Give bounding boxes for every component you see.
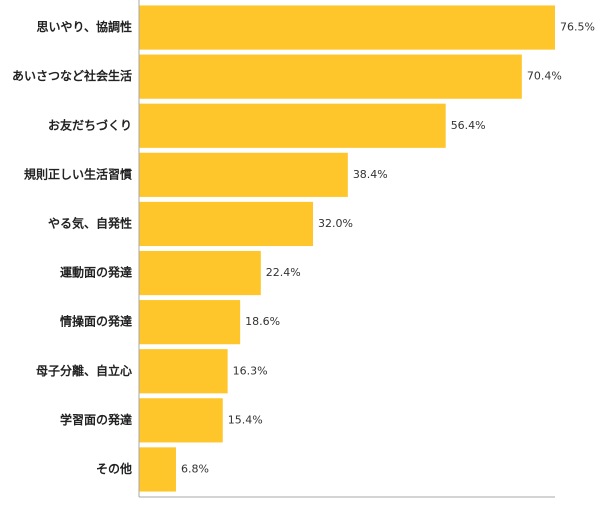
- bar: [139, 152, 348, 197]
- value-label: 56.4%: [451, 119, 486, 132]
- value-label: 76.5%: [560, 21, 595, 34]
- value-label: 18.6%: [245, 315, 280, 328]
- value-label: 70.4%: [527, 70, 562, 83]
- value-label: 32.0%: [318, 217, 353, 230]
- category-label: 情操面の発達: [60, 314, 132, 329]
- bar: [139, 250, 261, 296]
- bar: [139, 447, 176, 492]
- value-label: 6.8%: [181, 462, 209, 475]
- category-label: やる気、自発性: [48, 215, 132, 230]
- category-label: その他: [96, 461, 132, 476]
- bar: [139, 300, 241, 345]
- category-label: 規則正しい生活習慣: [24, 166, 132, 181]
- bar: [139, 201, 314, 247]
- value-label: 16.3%: [233, 364, 268, 377]
- value-label: 15.4%: [228, 413, 263, 426]
- category-label: 運動面の発達: [60, 265, 132, 280]
- bar: [139, 103, 446, 148]
- category-label: お友だちづくり: [48, 117, 132, 132]
- category-label: 学習面の発達: [60, 412, 132, 427]
- category-label: あいさつなど社会生活: [12, 68, 132, 83]
- category-label: 思いやり、協調性: [36, 19, 132, 34]
- bar: [139, 5, 555, 50]
- value-label: 38.4%: [353, 168, 388, 181]
- bar: [139, 398, 223, 443]
- bar: [139, 54, 522, 99]
- value-label: 22.4%: [266, 266, 301, 279]
- bar: [139, 349, 228, 394]
- category-label: 母子分離、自立心: [36, 363, 132, 378]
